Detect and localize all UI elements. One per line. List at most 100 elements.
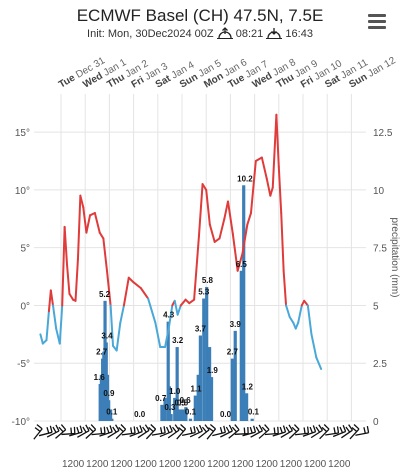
precip-bar [166,321,170,421]
precip-bar [202,298,206,421]
temperature-line-segment [265,177,272,197]
precip-bar [188,418,193,421]
x-hour-label: 1200 [183,459,206,470]
x-hour-label: 1200 [304,459,327,470]
wind-barb [85,424,97,440]
temperature-line-segment [218,217,226,240]
precip-value-label: 0.1 [248,408,260,417]
precip-value-label: 4.3 [163,311,175,320]
x-hour-label: 1200 [135,459,158,470]
temperature-line-segment [315,356,323,371]
precip-bar [196,374,200,421]
wind-barb [332,425,347,438]
wind-barb [38,425,53,437]
sunrise-time: 08:21 [235,28,264,40]
temperature-line-segment [127,276,135,284]
sunset-time: 16:43 [285,28,313,40]
wind-barb [99,425,113,437]
chart-title: ECMWF Basel (CH) 47.5N, 7.5E [76,6,324,25]
wind-barb [206,424,217,440]
temperature-line-segment [176,304,182,316]
temperature-line-segment [105,269,112,307]
x-hour-label: 1200 [256,459,279,470]
wind-barb [258,424,270,439]
wind-barb [189,424,203,438]
precip-value-label: 3.2 [172,336,184,345]
precip-value-label: 3.4 [101,331,113,340]
precip-value-label: 0.7 [155,394,167,403]
precip-bar [198,335,202,421]
wind-barb [288,424,300,440]
wind-barb [121,426,136,436]
wind-barb [302,425,317,437]
precip-bar [178,409,182,421]
wind-barb [341,424,353,439]
temperature-line-segment [98,231,105,240]
temperature-line-segment [119,304,125,324]
x-hour-label: 1200 [86,459,109,470]
temperature-line-segment [241,223,249,255]
temperature-line-segment [310,333,318,359]
temperature-line-segment [246,212,252,226]
precip-value-label: 1.9 [207,366,219,375]
y-tick-label-right: 2.5 [373,359,387,370]
wind-barb [294,426,310,436]
y-tick-label-left: 10° [15,186,30,197]
temperature-line-segment [49,289,55,307]
precip-bar [110,418,114,421]
y-tick-label-right: 5 [373,301,379,312]
temperature-line-segment [280,212,285,272]
wind-barb [242,425,257,437]
wind-barb [129,425,143,437]
temperature-line-segment [61,225,66,307]
precip-bar [167,386,172,421]
precip-value-label: 0.0 [220,410,232,419]
temperature-line-segment [164,327,170,349]
wind-barb [349,424,360,440]
temperature-line-segment [277,165,283,215]
hamburger-menu-icon[interactable] [368,14,386,29]
precip-value-label: 3.7 [195,324,207,333]
wind-barb [69,425,83,437]
temperature-line-segment [297,304,303,324]
temperature-line-segment [275,113,280,168]
wind-barb [151,426,166,436]
wind-barb [145,424,157,440]
x-hour-label: 1200 [280,459,303,470]
precip-bar [175,347,179,421]
precip-bar [169,414,173,421]
temperature-line-segment [193,235,200,301]
precip-value-label: 5.8 [202,276,214,285]
precip-bar [173,397,177,421]
precip-value-label: 0.3 [164,403,176,412]
precip-value-label: 0.0 [134,410,146,419]
temperature-line-segment [115,321,122,352]
precip-bar [181,409,185,421]
temperature-line-segment [201,183,208,191]
wind-barb [228,424,240,439]
precip-value-label: 3.9 [230,320,242,329]
wind-barb [167,424,180,439]
temperature-line-segment [122,276,130,307]
temperature-line-segment [179,298,187,307]
temperature-line-segment [102,237,108,272]
y-tick-label-right: 10 [373,186,385,197]
wind-barb [61,426,76,436]
temperature-line-segment [231,232,239,272]
chart-subtitle: Init: Mon, 30Dec2024 00Z 08:21 16:43 [0,27,400,40]
temperature-line-segment [197,183,204,238]
precip-value-label: 1.2 [242,382,254,391]
temperature-line-segment [271,113,278,189]
precip-bar [230,358,234,421]
precip-value-label: 0.6 [180,396,192,405]
wind-barb [272,425,287,437]
sunrise-icon [216,27,233,39]
wind-barb [355,426,370,436]
precip-bar [109,409,113,421]
temperature-line-segment [205,188,211,226]
precip-bar [209,377,214,421]
wind-barb [159,424,173,438]
y-axis-title-right: precipitation (mm) [389,217,400,297]
temperature-line-segment [285,304,291,319]
